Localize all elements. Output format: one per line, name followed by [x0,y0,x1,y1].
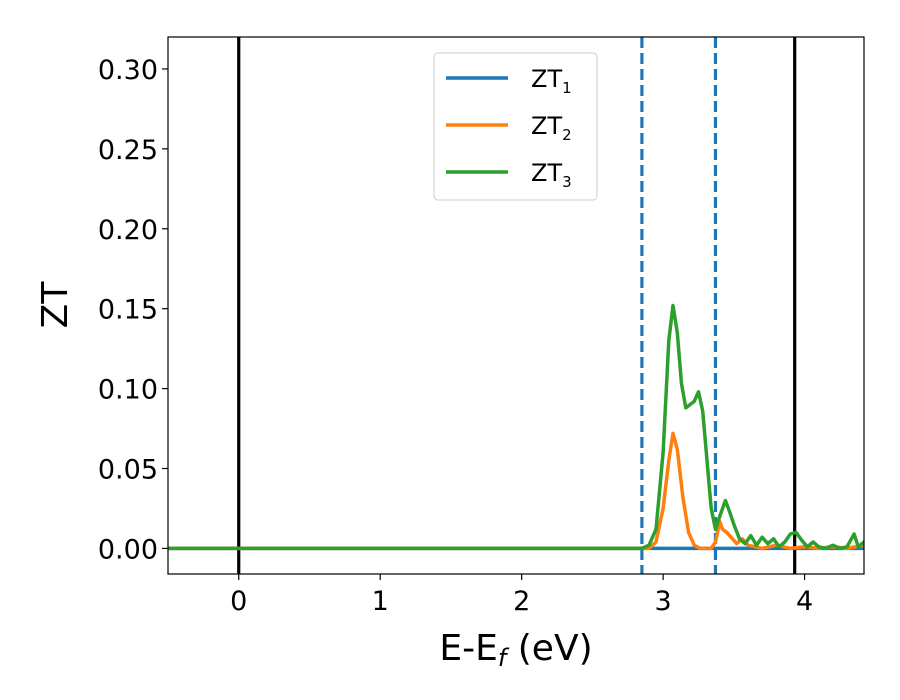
y-tick-label: 0.05 [98,455,158,486]
legend-label-main: ZT [531,112,562,140]
x-tick-label: 2 [513,586,530,617]
x-axis-title-unit: (eV) [506,628,592,669]
x-tick-label: 3 [655,586,672,617]
plot-content [168,37,864,574]
x-axis-title: E-Ef (eV) [439,628,592,672]
y-tick-label: 0.10 [98,375,158,406]
legend-label-main: ZT [531,65,562,93]
legend-label-main: ZT [531,159,562,187]
x-tick-label: 1 [372,586,389,617]
y-tick-label: 0.25 [98,135,158,166]
legend-label-zt3: ZT3 [531,159,572,191]
x-axis-title-main: E-E [439,628,497,669]
legend-label-zt2: ZT2 [531,112,572,144]
y-axis-ticks: 0.00 0.05 0.10 0.15 0.20 0.25 0.30 [98,55,168,565]
legend-label-subscript: 1 [562,79,572,97]
x-tick-label: 0 [230,586,247,617]
y-tick-label: 0.00 [98,534,158,565]
y-tick-label: 0.15 [98,295,158,326]
legend-label-subscript: 2 [562,126,572,144]
y-tick-label: 0.30 [98,55,158,86]
x-tick-label: 4 [796,586,813,617]
legend-label-subscript: 3 [562,173,572,191]
x-axis-ticks: 0 1 2 3 4 [230,574,813,617]
y-tick-label: 0.20 [98,215,158,246]
axes-frame [167,36,865,575]
legend-box [433,52,598,201]
legend-label-zt1: ZT1 [531,65,572,97]
y-axis-title: ZT [35,281,76,329]
plot-area [168,37,864,574]
series-line-zt3 [168,303,864,551]
